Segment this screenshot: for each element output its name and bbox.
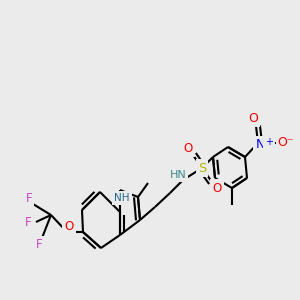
Text: F: F bbox=[36, 238, 42, 251]
Text: O⁻: O⁻ bbox=[278, 136, 294, 149]
Text: F: F bbox=[25, 215, 31, 229]
Text: NH: NH bbox=[114, 193, 130, 203]
Text: O: O bbox=[64, 220, 74, 232]
Text: O: O bbox=[183, 142, 193, 154]
Text: +: + bbox=[265, 137, 273, 147]
Text: O: O bbox=[248, 112, 258, 124]
Text: F: F bbox=[26, 191, 32, 205]
Text: S: S bbox=[198, 161, 206, 175]
Text: O: O bbox=[212, 182, 222, 194]
Text: HN: HN bbox=[169, 170, 186, 180]
Text: N: N bbox=[255, 139, 265, 152]
